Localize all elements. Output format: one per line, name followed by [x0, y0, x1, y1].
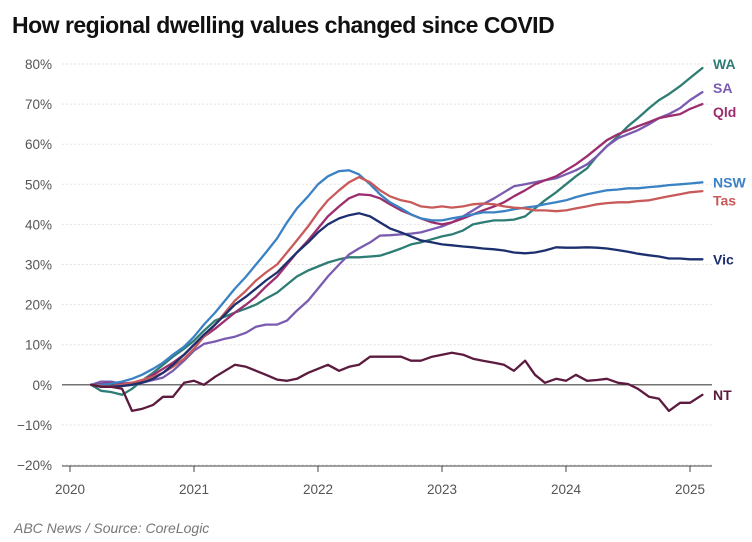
- series-labels: WA SA Qld NSW Tas Vic NT: [713, 56, 746, 403]
- y-tick-label: 0%: [32, 378, 52, 393]
- series-lines: [89, 66, 704, 413]
- y-axis-tick-labels: −20% −10% 0% 10% 20% 30% 40% 50% 60% 70% 80%: [17, 57, 52, 473]
- x-tick-label: 2025: [675, 482, 705, 497]
- chart-title: How regional dwelling values changed sin…: [12, 12, 555, 38]
- x-tick-label: 2020: [55, 482, 85, 497]
- y-tick-label: 10%: [25, 338, 52, 353]
- y-tick-label: 50%: [25, 177, 52, 192]
- x-axis: 2020 2021 2022 2023 2024 2025: [55, 465, 712, 497]
- series-line-qld: [89, 102, 704, 386]
- x-tick-label: 2022: [303, 482, 333, 497]
- series-line-nsw: [89, 169, 704, 386]
- series-line-sa: [89, 90, 704, 386]
- y-tick-label: 60%: [25, 137, 52, 152]
- y-tick-label: 70%: [25, 97, 52, 112]
- series-label-tas: Tas: [713, 192, 736, 208]
- y-tick-label: 40%: [25, 217, 52, 232]
- y-tick-label: −10%: [17, 418, 52, 433]
- series-label-nt: NT: [713, 387, 732, 403]
- y-tick-label: −20%: [17, 458, 52, 473]
- y-tick-label: 80%: [25, 57, 52, 72]
- series-label-wa: WA: [713, 56, 736, 72]
- series-label-sa: SA: [713, 80, 732, 96]
- series-line-tas: [89, 175, 704, 388]
- series-label-vic: Vic: [713, 251, 734, 267]
- series-line-vic: [89, 212, 704, 388]
- series-line-nt: [89, 351, 704, 413]
- y-tick-label: 20%: [25, 298, 52, 313]
- series-label-qld: Qld: [713, 104, 736, 120]
- x-tick-label: 2024: [551, 482, 582, 497]
- y-tick-label: 30%: [25, 258, 52, 273]
- x-tick-label: 2023: [427, 482, 457, 497]
- gridlines: [62, 63, 712, 466]
- x-tick-label: 2021: [179, 482, 209, 497]
- series-label-nsw: NSW: [713, 174, 746, 190]
- source-note: ABC News / Source: CoreLogic: [14, 520, 210, 536]
